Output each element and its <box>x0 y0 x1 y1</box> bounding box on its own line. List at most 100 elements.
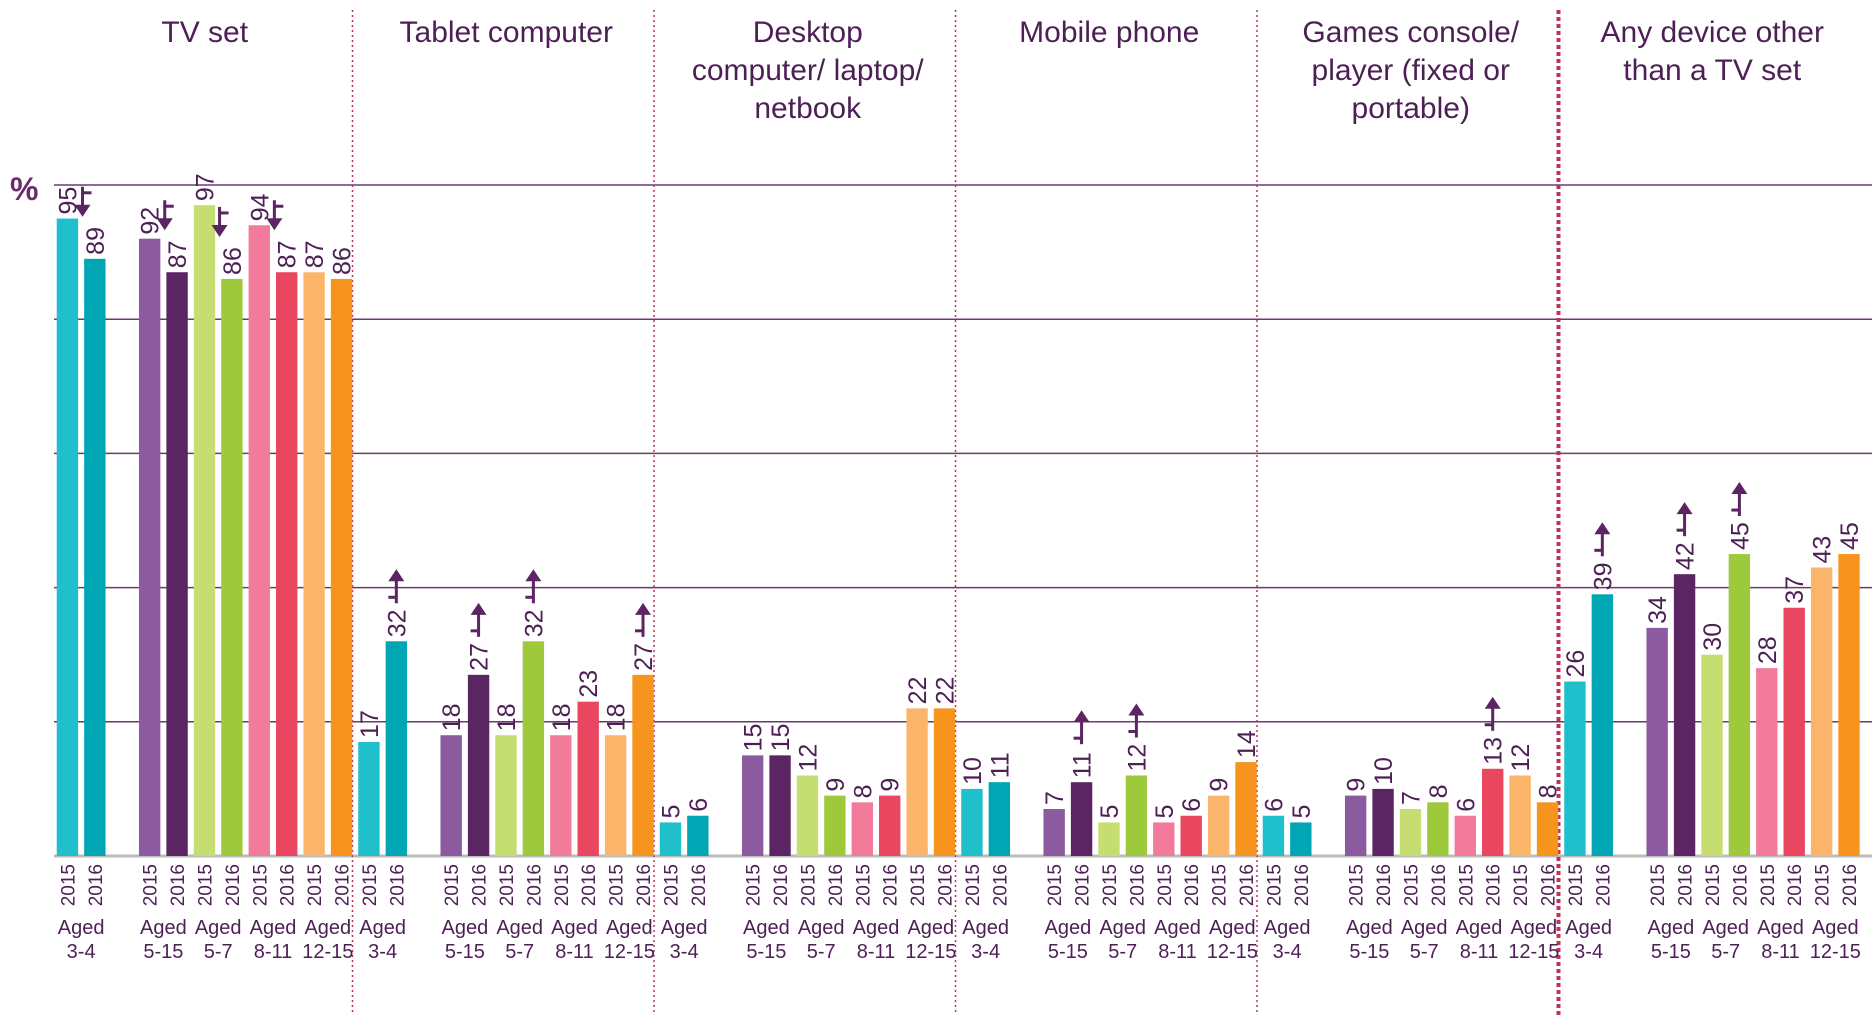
year-label: 2016 <box>168 864 189 906</box>
bar <box>138 238 161 856</box>
value-label: 8 <box>1425 784 1453 798</box>
bar <box>1482 768 1504 856</box>
bar <box>550 735 572 856</box>
year-label: 2015 <box>497 864 518 906</box>
year-label: 2015 <box>1210 864 1231 906</box>
year-label: 2016 <box>579 864 600 906</box>
value-label: 86 <box>329 247 357 275</box>
bar <box>933 708 956 856</box>
value-label: 26 <box>1562 650 1590 678</box>
value-label: 5 <box>657 805 685 819</box>
value-label: 12 <box>794 744 822 772</box>
age-group-label: Aged 5-7 <box>1702 917 1750 963</box>
bar <box>604 735 627 856</box>
value-label: 11 <box>986 752 1014 778</box>
age-group-label: Aged 5-7 <box>496 917 544 963</box>
year-label: 2016 <box>1676 864 1697 906</box>
year-label: 2015 <box>195 864 216 906</box>
age-group-label: Aged 3-4 <box>660 917 708 963</box>
bar <box>1070 782 1093 856</box>
bar <box>796 775 819 856</box>
bar <box>1344 795 1367 856</box>
age-group-label: Aged 12-15 <box>302 917 354 963</box>
year-label: 2016 <box>1840 864 1861 906</box>
change-arrow <box>156 218 173 231</box>
year-label: 2015 <box>1045 864 1066 906</box>
year-label: 2016 <box>634 864 655 906</box>
year-label: 2015 <box>1100 864 1121 906</box>
value-label: 18 <box>493 703 521 731</box>
year-label: 2016 <box>1374 864 1395 906</box>
year-label: 2015 <box>963 864 984 906</box>
change-arrow <box>1484 696 1501 709</box>
age-group-label: Aged 3-4 <box>1263 917 1311 963</box>
value-label: 27 <box>630 643 658 671</box>
year-label: 2016 <box>1429 864 1450 906</box>
year-label: 2016 <box>689 864 710 906</box>
year-label: 2016 <box>470 864 491 906</box>
value-label: 22 <box>932 677 960 705</box>
bar <box>495 735 517 856</box>
value-label: 11 <box>1069 752 1097 778</box>
change-arrow <box>1676 502 1693 515</box>
change-arrow <box>1073 710 1090 723</box>
value-label: 9 <box>877 778 905 792</box>
value-label: 32 <box>520 609 548 637</box>
bar <box>851 802 873 856</box>
bar <box>1673 574 1696 856</box>
bar <box>1153 822 1175 856</box>
bar <box>1810 567 1833 856</box>
bar <box>1290 822 1312 856</box>
year-label: 2015 <box>1511 864 1532 906</box>
year-label: 2015 <box>442 864 463 906</box>
bar <box>1646 627 1668 856</box>
bar <box>1701 654 1723 856</box>
value-label: 10 <box>1370 757 1398 785</box>
value-label: 6 <box>1452 798 1480 812</box>
value-label: 32 <box>383 609 411 637</box>
age-group-label: Aged 3-4 <box>962 917 1009 963</box>
bar <box>1536 802 1559 856</box>
age-group-label: Aged 8-11 <box>1154 917 1201 963</box>
year-label: 2016 <box>1073 864 1094 906</box>
value-label: 9 <box>822 778 850 792</box>
bar <box>1043 809 1065 856</box>
panel-title: TV set <box>161 16 249 49</box>
value-label: 39 <box>1589 562 1617 590</box>
value-label: 5 <box>1096 805 1124 819</box>
change-arrow <box>388 569 405 582</box>
year-label: 2015 <box>1813 864 1834 906</box>
age-group-label: Aged 12-15 <box>905 917 957 963</box>
bar <box>276 272 298 857</box>
value-label: 30 <box>1699 623 1727 651</box>
bar <box>1454 815 1476 856</box>
bar <box>741 755 764 856</box>
year-label: 2016 <box>387 864 408 906</box>
age-group-label: Aged 8-11 <box>1455 917 1503 963</box>
bar <box>166 272 188 857</box>
age-group-label: Aged 5-15 <box>1044 917 1092 963</box>
y-axis-label: % <box>10 171 38 207</box>
age-group-label: Aged 5-7 <box>1099 917 1147 963</box>
age-group-label: Aged 5-7 <box>194 917 242 963</box>
bar <box>56 218 79 857</box>
year-label: 2015 <box>1648 864 1669 906</box>
bar <box>1207 795 1230 856</box>
year-label: 2016 <box>936 864 957 906</box>
value-label: 15 <box>767 724 795 752</box>
year-label: 2015 <box>141 864 162 906</box>
value-label: 18 <box>603 703 631 731</box>
value-label: 86 <box>219 247 247 275</box>
bar <box>1399 809 1422 856</box>
year-label: 2016 <box>1127 864 1148 906</box>
value-label: 8 <box>1535 784 1563 798</box>
bar <box>248 225 270 856</box>
value-label: 23 <box>575 670 603 698</box>
bar <box>467 674 490 856</box>
year-label: 2015 <box>798 864 819 906</box>
year-label: 2015 <box>1347 864 1368 906</box>
age-group-label: Aged 8-11 <box>249 917 297 963</box>
year-label: 2015 <box>1155 864 1176 906</box>
value-label: 12 <box>1507 744 1535 772</box>
bar <box>961 788 983 856</box>
